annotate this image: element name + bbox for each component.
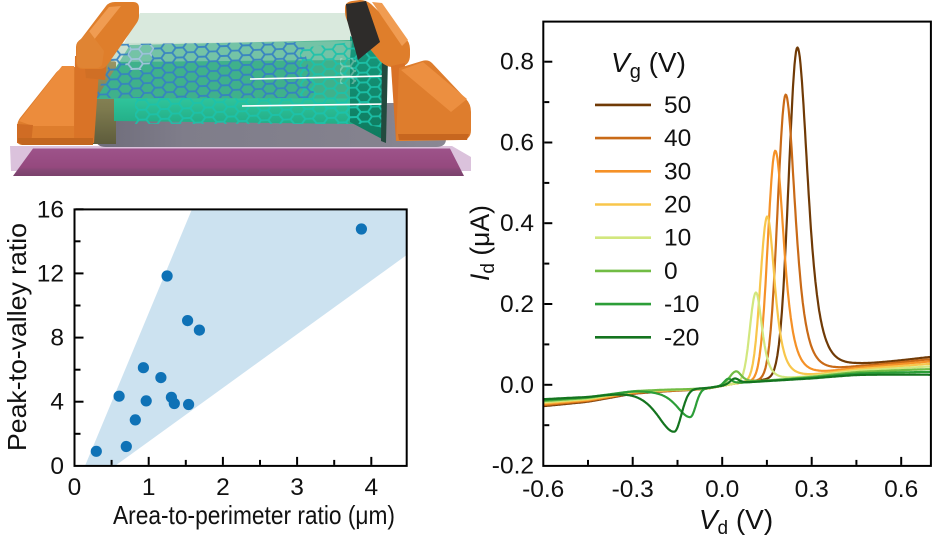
- svg-text:-0.3: -0.3: [612, 476, 654, 503]
- svg-text:0: 0: [50, 453, 64, 480]
- svg-text:Peak-to-valley ratio: Peak-to-valley ratio: [2, 223, 32, 451]
- svg-text:0.4: 0.4: [500, 210, 534, 237]
- svg-text:0.0: 0.0: [500, 372, 534, 399]
- svg-text:20: 20: [664, 192, 691, 219]
- svg-text:50: 50: [664, 92, 691, 119]
- svg-text:0.6: 0.6: [500, 130, 534, 157]
- svg-text:4: 4: [364, 474, 378, 501]
- svg-text:30: 30: [664, 158, 691, 185]
- svg-text:1: 1: [142, 474, 156, 501]
- svg-text:Area-to-perimeter ratio (μm): Area-to-perimeter ratio (μm): [113, 500, 395, 530]
- svg-text:-10: -10: [664, 291, 699, 318]
- svg-text:10: 10: [664, 225, 691, 252]
- svg-text:Vd (V): Vd (V): [699, 504, 773, 539]
- svg-text:0: 0: [664, 258, 678, 285]
- svg-text:0: 0: [68, 474, 82, 501]
- svg-text:0.0: 0.0: [705, 476, 739, 503]
- svg-text:40: 40: [664, 125, 691, 152]
- svg-text:3: 3: [290, 474, 304, 501]
- svg-text:4: 4: [50, 389, 64, 416]
- svg-text:Id (μA): Id (μA): [465, 205, 499, 281]
- svg-text:0.2: 0.2: [500, 291, 534, 318]
- svg-text:-0.2: -0.2: [492, 453, 534, 480]
- svg-text:0.3: 0.3: [795, 476, 829, 503]
- svg-text:-0.6: -0.6: [522, 476, 564, 503]
- svg-text:Vg (V): Vg (V): [611, 47, 686, 83]
- svg-text:2: 2: [216, 474, 230, 501]
- svg-text:0.6: 0.6: [884, 476, 918, 503]
- svg-text:-20: -20: [664, 324, 699, 351]
- svg-text:16: 16: [37, 196, 64, 223]
- svg-text:12: 12: [37, 260, 64, 287]
- svg-text:0.8: 0.8: [500, 49, 534, 76]
- svg-text:8: 8: [50, 325, 64, 352]
